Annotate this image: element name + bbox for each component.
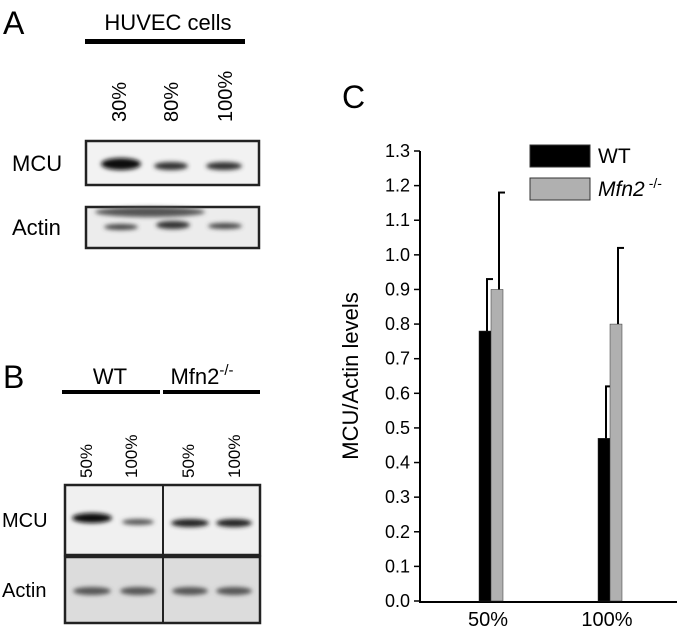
y-tick-label: 1.3 (385, 141, 410, 161)
y-tick-label: 0.4 (385, 453, 410, 473)
legend-swatch (529, 144, 591, 168)
error-bar (617, 246, 624, 325)
blot-title: HUVEC cells (104, 10, 231, 35)
error-bar (498, 191, 505, 290)
x-tick-label: 100% (581, 609, 632, 631)
y-tick-label: 0.0 (385, 591, 410, 611)
y-tick-label: 0.8 (385, 314, 410, 334)
bands (95, 207, 242, 230)
row-label: MCU (12, 151, 62, 176)
group-label: Mfn2-/- (170, 362, 233, 389)
lane-label: 100% (215, 71, 237, 122)
y-tick-label: 0.2 (385, 522, 410, 542)
legend-swatch (529, 177, 591, 201)
panel-label: A (3, 5, 25, 41)
row-label: MCU (2, 510, 48, 532)
y-tick-label: 0.5 (385, 418, 410, 438)
y-tick-label: 1.2 (385, 176, 410, 196)
y-tick-label: 0.1 (385, 556, 410, 576)
y-tick-label: 0.3 (385, 487, 410, 507)
y-tick-label: 1.1 (385, 210, 410, 230)
group-line (163, 390, 260, 394)
y-tick-label: 0.7 (385, 349, 410, 369)
group-line (62, 390, 160, 394)
superscript: -/- (219, 362, 233, 379)
bar (609, 323, 623, 602)
row-label: Actin (12, 215, 61, 240)
panel-label: B (3, 359, 24, 395)
legend-name: Mfn2 (598, 178, 645, 201)
lane-label: 80% (161, 82, 183, 122)
bar (478, 330, 492, 602)
panel-label: C (342, 79, 365, 115)
x-tick-label: 50% (468, 609, 508, 631)
legend-label: Mfn2 -/- (598, 175, 662, 201)
legend-superscript: -/- (649, 175, 663, 191)
group-name: Mfn2 (170, 364, 219, 389)
row-label: Actin (2, 580, 46, 602)
bar (597, 438, 611, 602)
group-line (85, 39, 245, 44)
error-bar (486, 278, 493, 331)
y-tick-label: 0.6 (385, 383, 410, 403)
lane-label: 30% (109, 82, 131, 122)
bands (101, 158, 242, 170)
lane-label: 50% (179, 444, 198, 478)
legend-label: WT (598, 145, 631, 168)
y-tick-label: 1.0 (385, 245, 410, 265)
lane-label: 100% (225, 435, 244, 478)
legend-name: WT (598, 145, 631, 168)
y-axis-label: MCU/Actin levels (338, 292, 363, 459)
lane-label: 50% (77, 444, 96, 478)
bar (490, 289, 504, 602)
lane-label: 100% (122, 435, 141, 478)
bands (72, 513, 252, 595)
group-label: WT (93, 364, 127, 389)
y-tick-label: 0.9 (385, 279, 410, 299)
